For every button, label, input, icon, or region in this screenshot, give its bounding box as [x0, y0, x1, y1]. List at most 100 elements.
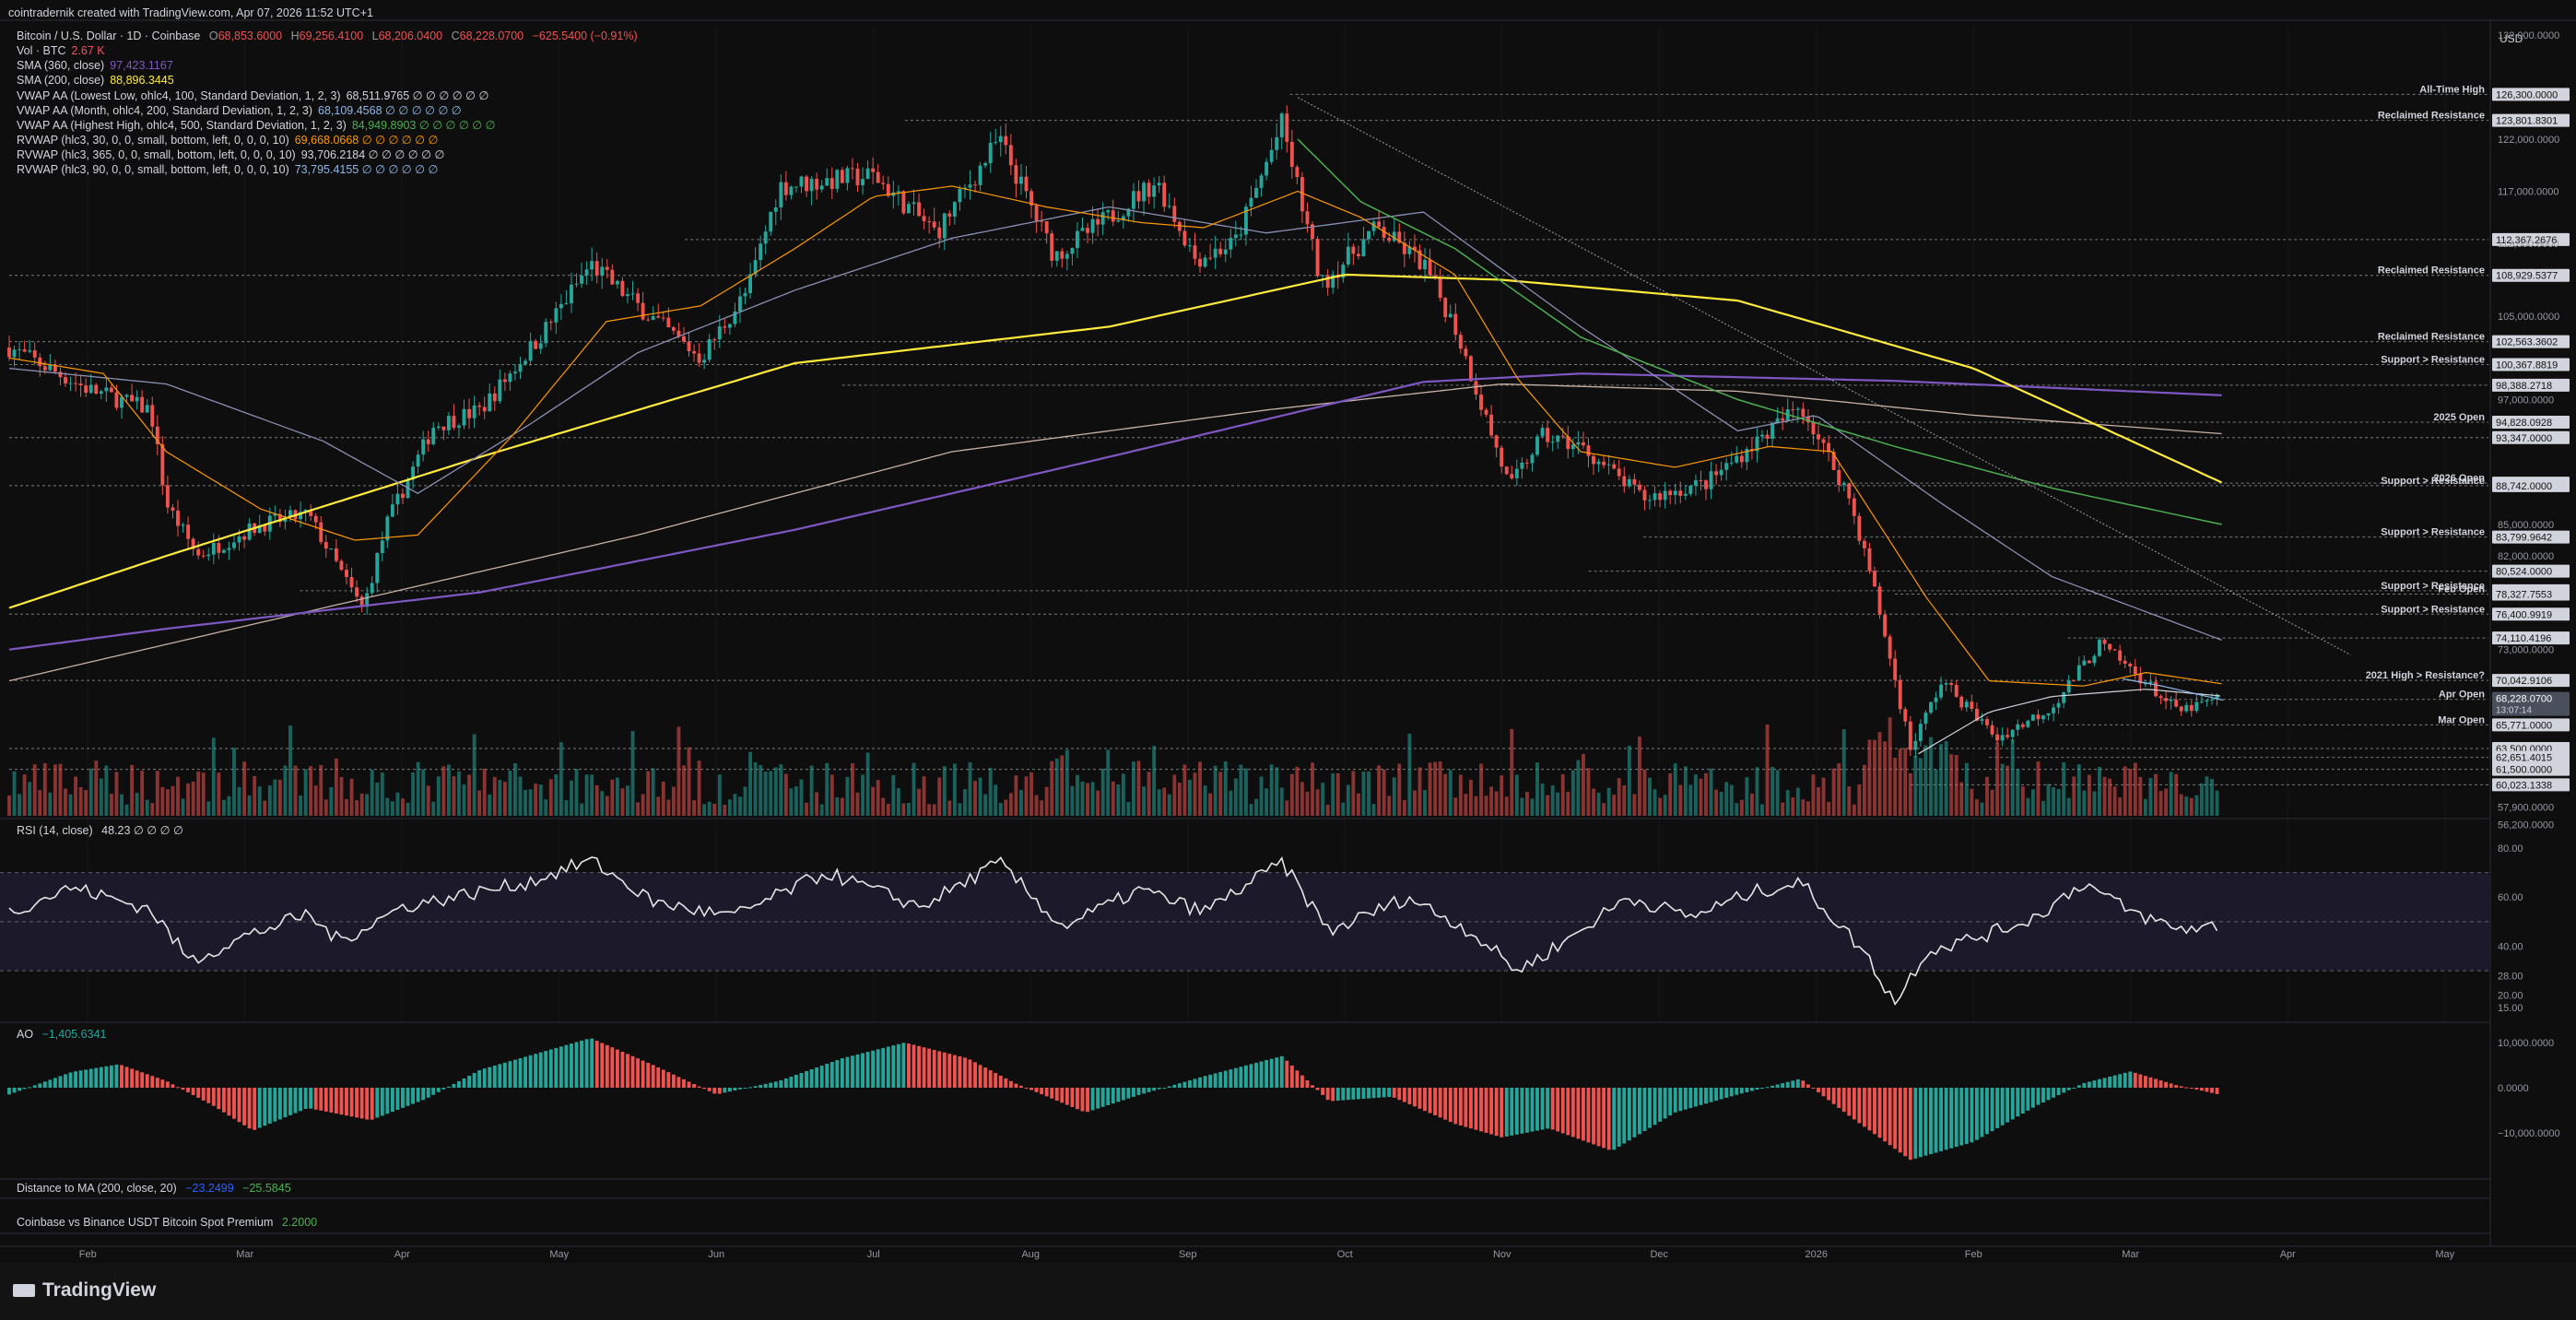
candle-body	[1311, 224, 1314, 240]
candle-body	[927, 220, 932, 222]
overlay-legend-row[interactable]: VWAP AA (Month, ohlc4, 200, Standard Dev…	[17, 103, 467, 117]
ao-bar	[783, 1078, 788, 1088]
overlay-legend-row[interactable]: SMA (200, close) 88,896.3445	[17, 74, 180, 87]
overlay-name: VWAP AA (Lowest Low, ohlc4, 100, Standar…	[17, 89, 341, 102]
candle-body	[1218, 248, 1223, 254]
candle-body	[2036, 714, 2041, 720]
volume-bar	[181, 798, 185, 816]
candle-body	[2169, 700, 2173, 701]
volume-bar	[1586, 768, 1591, 816]
overlay-legend-row[interactable]: Vol · BTC 2.67 K	[17, 44, 111, 57]
volume-bar	[1592, 788, 1595, 816]
volume-bar	[1019, 790, 1023, 816]
volume-bar	[232, 748, 236, 816]
candle-body	[1321, 275, 1325, 277]
level-label: Support > Resistance	[2381, 354, 2485, 365]
ao-bar	[666, 1072, 671, 1088]
volume-bar	[605, 796, 609, 816]
volume-bar	[1970, 788, 1974, 816]
volume-bar	[1663, 795, 1667, 816]
candle-body	[277, 513, 282, 523]
ao-bar	[1182, 1081, 1187, 1088]
distance-ma-legend[interactable]: Distance to MA (200, close, 20) −23.2499…	[17, 1182, 291, 1195]
ao-bar	[436, 1088, 441, 1092]
ao-bar	[2205, 1088, 2209, 1092]
ao-bar	[1305, 1079, 1310, 1088]
ao-bar	[1193, 1078, 1197, 1088]
candle-body	[1841, 483, 1846, 486]
ao-bar	[1423, 1088, 1427, 1112]
overlay-legend-row[interactable]: VWAP AA (Lowest Low, ohlc4, 100, Standar…	[17, 88, 494, 102]
volume-bar	[1356, 793, 1360, 816]
candle-body	[2102, 639, 2107, 644]
overlay-legend-row[interactable]: RVWAP (hlc3, 30, 0, 0, small, bottom, le…	[17, 133, 443, 147]
ao-bar	[1596, 1088, 1601, 1147]
volume-bar	[257, 786, 262, 816]
candle-body	[370, 583, 374, 594]
overlay-legend-row[interactable]: RVWAP (hlc3, 90, 0, 0, small, bottom, le…	[17, 162, 443, 176]
ao-bar	[2184, 1087, 2189, 1089]
rvwap30-line	[8, 185, 2222, 687]
candle-body	[2189, 704, 2194, 712]
ao-bar	[738, 1088, 742, 1090]
volume-bar	[743, 786, 747, 816]
volume-bar	[538, 784, 543, 816]
candle-body	[150, 405, 155, 427]
volume-bar	[1239, 764, 1243, 816]
ao-bar	[825, 1064, 829, 1088]
ao-legend[interactable]: AO −1,405.6341	[17, 1028, 106, 1041]
ao-bar	[18, 1088, 22, 1091]
candle-body	[1484, 409, 1488, 415]
candle-body	[1954, 685, 1958, 697]
overlay-legend-row[interactable]: SMA (360, close) 97,423.1167	[17, 59, 179, 72]
volume-bar	[518, 776, 523, 816]
candle-body	[411, 466, 416, 480]
candle-body	[109, 387, 113, 393]
volume-bar	[779, 764, 783, 816]
candle-body	[1898, 679, 1902, 710]
candle-body	[840, 170, 844, 183]
candle-body	[1576, 442, 1581, 445]
candle-body	[845, 168, 850, 183]
candle-body	[375, 553, 380, 583]
candle-body	[1259, 175, 1264, 188]
ao-bar	[2082, 1082, 2087, 1088]
candle-body	[1602, 461, 1606, 466]
ao-bar	[661, 1069, 665, 1088]
ao-bar	[1570, 1088, 1575, 1137]
rsi-tick: 80.00	[2498, 843, 2523, 854]
ohlc-close: C68,228.0700	[451, 29, 524, 42]
overlay-value: 88,896.3445	[110, 74, 174, 87]
volume-bar	[1980, 802, 1984, 816]
overlay-legend-row[interactable]: VWAP AA (Highest High, ohlc4, 500, Stand…	[17, 118, 501, 132]
volume-bar	[58, 763, 63, 816]
ao-bar	[68, 1072, 73, 1088]
candle-body	[799, 176, 804, 187]
ao-bar	[876, 1049, 880, 1088]
volume-bar	[2098, 767, 2101, 816]
candle-body	[502, 379, 507, 383]
volume-bar	[293, 765, 298, 816]
time-tick: Mar	[236, 1249, 253, 1260]
ao-bar	[299, 1088, 303, 1112]
premium-legend[interactable]: Coinbase vs Binance USDT Bitcoin Spot Pr…	[17, 1216, 317, 1229]
ao-bar	[1795, 1078, 1800, 1088]
volume-bar	[2189, 797, 2194, 816]
rsi-legend[interactable]: RSI (14, close) 48.23 ∅ ∅ ∅ ∅	[17, 823, 183, 837]
level-label: Reclaimed Resistance	[2378, 265, 2485, 277]
price-tag-bg	[2492, 674, 2570, 688]
candle-body	[1781, 418, 1785, 421]
candle-body	[1985, 719, 1989, 725]
volume-bar	[502, 782, 507, 816]
ao-bar	[1510, 1088, 1514, 1136]
tradingview-logo[interactable]: TradingView	[13, 1279, 156, 1302]
candle-body	[2087, 660, 2091, 664]
overlay-legend-row[interactable]: RVWAP (hlc3, 365, 0, 0, small, bottom, l…	[17, 147, 450, 161]
volume-bar	[109, 794, 113, 816]
ao-bar	[743, 1088, 747, 1089]
ao-bar	[1392, 1088, 1396, 1098]
candle-body	[554, 308, 559, 323]
ao-bar	[176, 1087, 180, 1089]
ao-bar	[1801, 1080, 1806, 1088]
